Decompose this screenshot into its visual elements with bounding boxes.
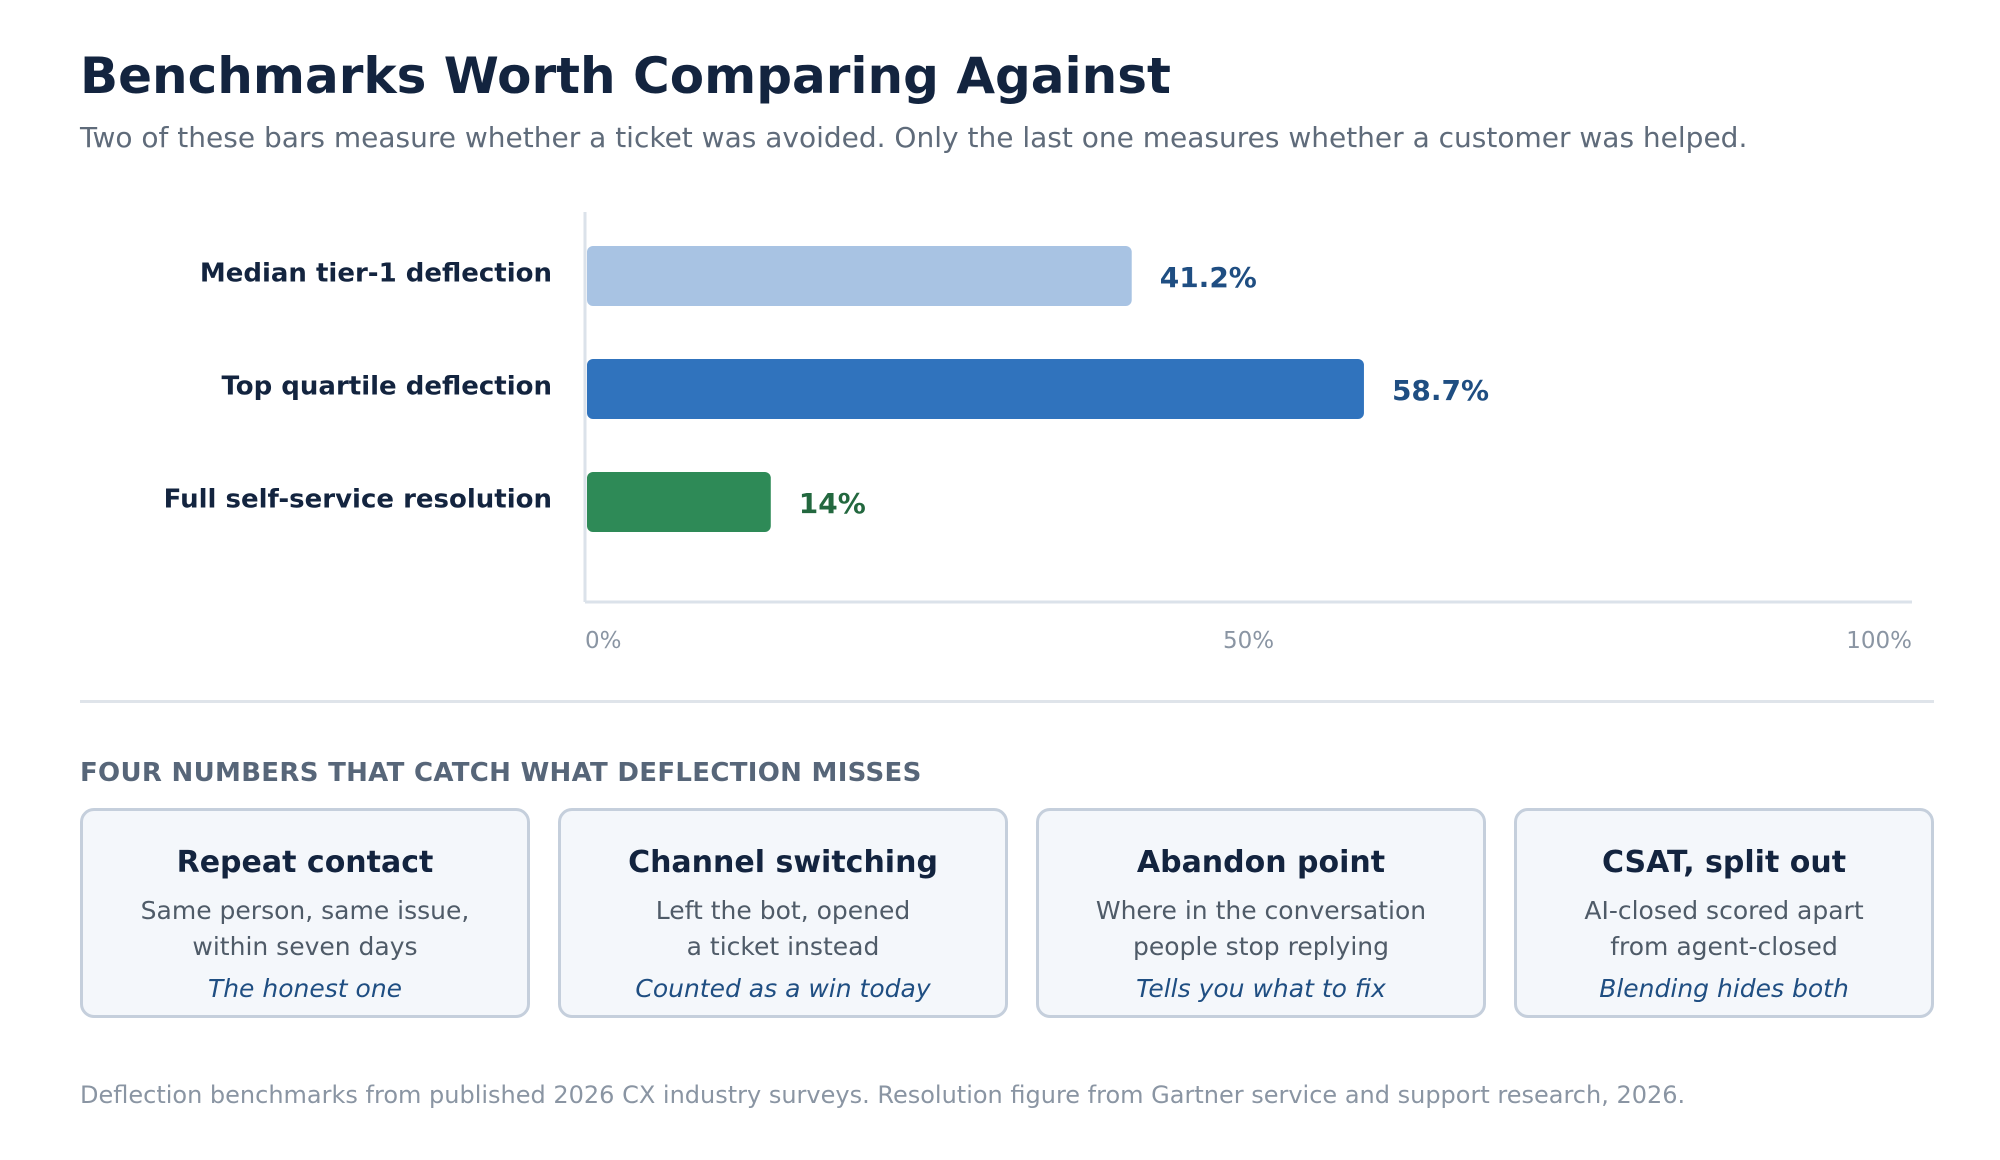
card-description-line: Same person, same issue,: [140, 896, 470, 925]
card-description-line: AI-closed scored apart: [1584, 896, 1864, 925]
source-footnote: Deflection benchmarks from published 202…: [80, 1081, 1686, 1109]
card-description-line: within seven days: [192, 932, 418, 961]
section-heading: FOUR NUMBERS THAT CATCH WHAT DEFLECTION …: [80, 758, 922, 788]
card-description-line: people stop replying: [1132, 932, 1389, 961]
data-label: 14%: [799, 487, 866, 520]
metric-cards: Repeat contact Same person, same issue, …: [80, 808, 1934, 1024]
bar-chart: 0% 50% 100% Median tier-1 deflection 41.2% To…: [164, 212, 1912, 654]
category-label: Median tier-1 deflection: [200, 259, 552, 289]
section-divider: [80, 700, 1934, 703]
metric-card-repeat-contact: Repeat contact Same person, same issue, …: [80, 808, 530, 1018]
card-description-line: Left the bot, opened: [655, 896, 911, 925]
card-note: The honest one: [207, 974, 403, 1003]
card-note: Blending hides both: [1599, 974, 1849, 1003]
metric-card-csat-split-out: CSAT, split out AI-closed scored apart f…: [1514, 808, 1934, 1018]
page-title: Benchmarks Worth Comparing Against: [80, 47, 1171, 105]
data-label: 41.2%: [1160, 261, 1257, 294]
data-label: 58.7%: [1392, 374, 1489, 407]
card-description-line: Where in the conversation: [1095, 896, 1427, 925]
card-note: Counted as a win today: [635, 974, 931, 1003]
bar: [587, 246, 1132, 306]
card-description: Same person, same issue, within seven da…: [83, 893, 527, 965]
card-title: CSAT, split out: [1601, 845, 1847, 880]
card-title: Abandon point: [1136, 845, 1386, 880]
x-tick-label: 100%: [1846, 628, 1912, 654]
metric-card-abandon-point: Abandon point Where in the conversation …: [1036, 808, 1486, 1018]
bar: [587, 359, 1364, 419]
x-tick-label: 0%: [585, 628, 622, 654]
card-description: Where in the conversation people stop re…: [1039, 893, 1483, 965]
card-title: Repeat contact: [176, 845, 434, 880]
card-title: Channel switching: [628, 845, 938, 880]
card-description: AI-closed scored apart from agent-closed: [1517, 893, 1931, 965]
card-description-line: a ticket instead: [686, 932, 880, 961]
card-description-line: from agent-closed: [1610, 932, 1838, 961]
metric-card-channel-switching: Channel switching Left the bot, opened a…: [558, 808, 1008, 1018]
page-subtitle: Two of these bars measure whether a tick…: [80, 121, 1748, 154]
x-tick-label: 50%: [1223, 628, 1274, 654]
card-note: Tells you what to fix: [1136, 974, 1386, 1003]
category-label: Top quartile deflection: [221, 372, 552, 402]
card-description: Left the bot, opened a ticket instead: [561, 893, 1005, 965]
category-label: Full self-service resolution: [164, 485, 552, 515]
bar: [587, 472, 771, 532]
